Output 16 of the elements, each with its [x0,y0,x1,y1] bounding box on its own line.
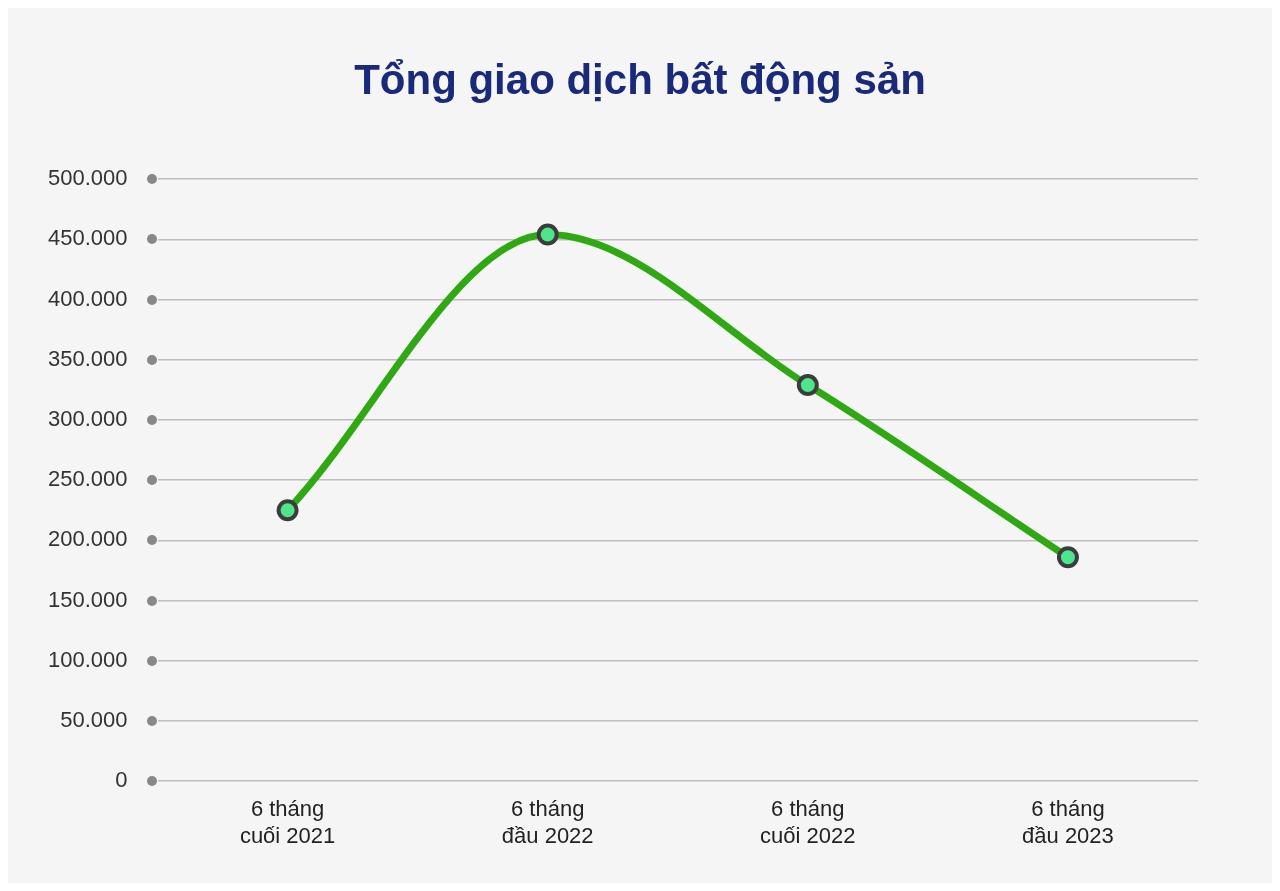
x-tick-label: 6 tháng đầu 2022 [501,796,594,848]
y-tick-label: 250.000 [47,466,128,492]
y-tick-label: 500.000 [47,165,128,191]
y-tick-label: 0 [115,767,128,793]
y-tick-label: 150.000 [47,586,128,612]
y-tick-label: 100.000 [47,646,128,672]
y-tick-label: 450.000 [47,225,128,251]
y-tick-label: 350.000 [47,345,128,371]
y-tick-label: 300.000 [47,406,128,432]
y-tick-label: 50.000 [60,707,128,733]
x-tick-label: 6 tháng cuối 2022 [760,796,856,848]
x-tick-label: 6 tháng đầu 2023 [1022,796,1114,848]
x-tick-label: 6 tháng cuối 2021 [239,796,336,848]
y-tick-label: 200.000 [47,526,128,552]
y-tick-label: 400.000 [47,285,128,311]
chart-title: Tổng giao dịch bất động sản [353,55,927,105]
